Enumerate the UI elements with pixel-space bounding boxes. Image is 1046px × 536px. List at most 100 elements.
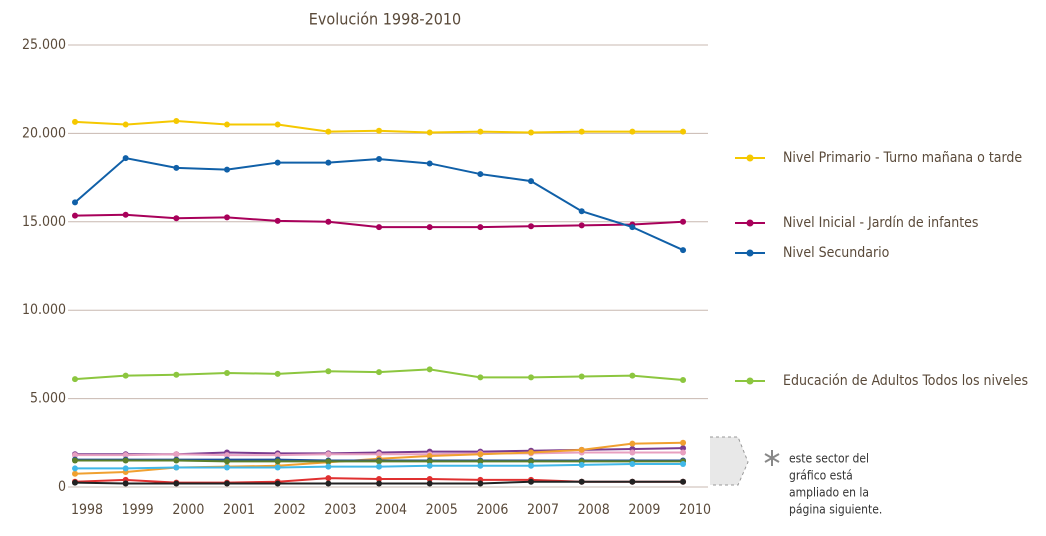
legend-label: Educación de Adultos Todos los niveles xyxy=(783,373,1028,389)
point xyxy=(173,451,180,458)
legend-label: Nivel Secundario xyxy=(783,245,890,261)
point xyxy=(578,373,585,380)
point xyxy=(274,452,281,459)
legend-marker xyxy=(746,377,754,385)
legend-marker xyxy=(746,249,754,257)
legend-marker xyxy=(746,154,754,162)
point xyxy=(477,451,484,458)
point xyxy=(325,475,332,482)
y-tick-label: 0 xyxy=(58,479,66,495)
point xyxy=(426,458,433,465)
point xyxy=(224,464,231,471)
point xyxy=(578,478,585,485)
point xyxy=(578,222,585,229)
point xyxy=(274,370,281,377)
point xyxy=(426,129,433,136)
point xyxy=(629,224,636,231)
point xyxy=(376,463,383,470)
point xyxy=(325,480,332,487)
chart-title: Evolución 1998-2010 xyxy=(309,10,461,29)
point xyxy=(376,156,383,163)
point xyxy=(173,480,180,487)
point xyxy=(477,171,484,178)
annotation: gráfico está xyxy=(789,469,853,483)
point xyxy=(274,159,281,166)
point xyxy=(426,462,433,469)
point xyxy=(325,159,332,166)
x-tick-label: 2003 xyxy=(324,502,356,518)
point xyxy=(274,217,281,224)
point xyxy=(122,155,129,162)
point xyxy=(224,214,231,221)
y-tick-label: 20.000 xyxy=(22,125,66,141)
point xyxy=(680,461,687,468)
point xyxy=(578,446,585,453)
point xyxy=(274,458,281,465)
point xyxy=(426,480,433,487)
x-tick-label: 1999 xyxy=(122,502,154,518)
point xyxy=(224,166,231,173)
point xyxy=(122,465,129,472)
point xyxy=(426,366,433,373)
point xyxy=(325,368,332,375)
point xyxy=(680,478,687,485)
asterisk xyxy=(764,450,780,466)
legend-label: Nivel Primario - Turno mañana o tarde xyxy=(783,150,1022,166)
point xyxy=(680,439,687,446)
point xyxy=(173,371,180,378)
series-line xyxy=(74,157,684,251)
point xyxy=(477,480,484,487)
point xyxy=(528,223,535,230)
point xyxy=(72,479,78,486)
point xyxy=(325,128,332,135)
x-tick-label: 2009 xyxy=(628,502,660,518)
point xyxy=(376,369,383,376)
point xyxy=(376,127,383,134)
point xyxy=(477,128,484,135)
x-tick-label: 2002 xyxy=(274,502,306,518)
point xyxy=(376,476,383,483)
point xyxy=(72,376,78,383)
point xyxy=(274,464,281,471)
point xyxy=(426,453,433,460)
point xyxy=(122,372,129,379)
y-tick-label: 15.000 xyxy=(22,214,66,230)
point xyxy=(376,224,383,231)
y-tick-label: 25.000 xyxy=(22,37,66,53)
point xyxy=(224,480,231,487)
point xyxy=(72,452,78,459)
legend-marker xyxy=(746,219,754,227)
point xyxy=(72,465,78,472)
point xyxy=(680,247,687,254)
point xyxy=(173,215,180,222)
point xyxy=(173,164,180,171)
annotation: ampliado en la xyxy=(789,486,869,500)
point xyxy=(528,374,535,381)
point xyxy=(528,478,535,485)
point xyxy=(376,480,383,487)
point xyxy=(376,458,383,465)
point xyxy=(224,369,231,376)
x-tick-label: 2001 xyxy=(223,502,255,518)
point xyxy=(72,199,78,206)
point xyxy=(528,129,535,136)
point xyxy=(680,218,687,225)
point xyxy=(274,121,281,128)
y-tick-label: 5.000 xyxy=(30,391,66,407)
point xyxy=(578,208,585,215)
point xyxy=(274,480,281,487)
point xyxy=(173,457,180,464)
point xyxy=(629,128,636,135)
point xyxy=(477,458,484,465)
point xyxy=(224,452,231,459)
point xyxy=(426,160,433,167)
point xyxy=(325,451,332,458)
point xyxy=(528,458,535,465)
point xyxy=(578,128,585,135)
x-tick-label: 2010 xyxy=(679,502,711,518)
y-tick-label: 10.000 xyxy=(22,302,66,318)
point xyxy=(629,449,636,456)
point xyxy=(173,118,180,125)
point xyxy=(477,374,484,381)
